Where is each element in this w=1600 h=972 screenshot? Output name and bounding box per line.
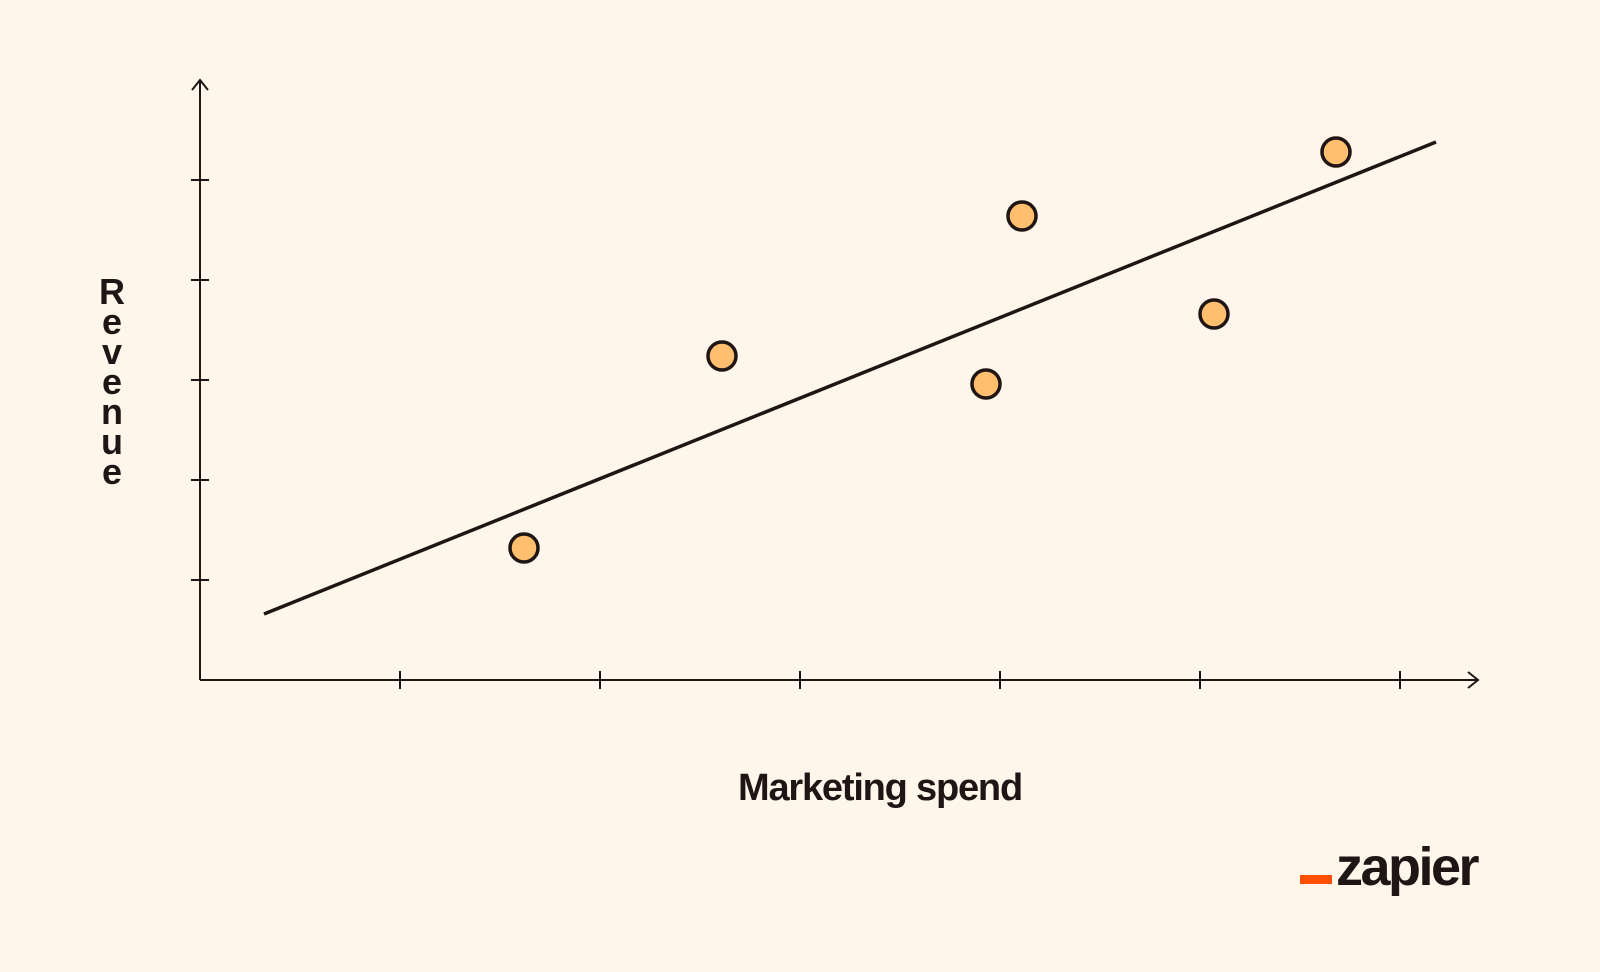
y-axis-label-letter: e bbox=[102, 301, 122, 342]
data-point bbox=[1320, 136, 1352, 168]
trend-line bbox=[263, 140, 1437, 616]
logo-underscore-mark bbox=[1300, 875, 1332, 884]
tick-marks bbox=[191, 179, 1401, 689]
y-axis-label-letter: n bbox=[101, 391, 123, 432]
data-point bbox=[970, 368, 1002, 400]
data-points bbox=[508, 136, 1352, 564]
zapier-logo: zapier bbox=[1300, 834, 1480, 897]
data-point bbox=[1198, 298, 1230, 330]
data-point bbox=[508, 532, 540, 564]
logo-text: zapier bbox=[1336, 837, 1480, 897]
data-point bbox=[1006, 200, 1038, 232]
y-axis-label-letter: R bbox=[99, 271, 125, 312]
y-axis-label-letter: v bbox=[102, 331, 122, 372]
data-point bbox=[706, 340, 738, 372]
y-axis-label-letter: e bbox=[102, 451, 122, 492]
x-axis-label: Marketing spend bbox=[738, 767, 1022, 809]
y-axis-label-letter: e bbox=[102, 361, 122, 402]
y-axis-label-letter: u bbox=[101, 421, 123, 462]
y-axis-arrow bbox=[191, 78, 209, 91]
x-axis-arrow bbox=[1467, 671, 1480, 689]
trend-line-group bbox=[263, 140, 1437, 616]
